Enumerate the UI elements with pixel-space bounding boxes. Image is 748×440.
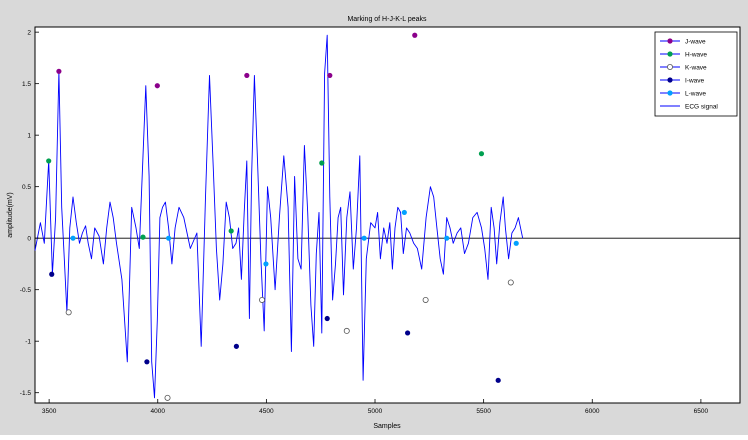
h-wave-marker: [478, 151, 485, 157]
j-wave-marker: [244, 72, 250, 79]
x-tick-label: 5500: [476, 408, 491, 415]
i-wave-marker: [495, 377, 501, 383]
i-wave-marker: [144, 359, 150, 365]
legend-label-ecg-signal: ECG signal: [685, 104, 718, 111]
legend-marker-j-wave: [667, 38, 673, 44]
k-wave-marker: [422, 296, 429, 303]
tick-layer: 3500 4000 4500 5000 5500 6000 6500 -1.5 -1 -0.5 0 0…: [20, 30, 709, 415]
legend-marker-l-wave: [667, 90, 673, 96]
i-wave-marker: [404, 330, 411, 336]
k-wave-marker: [343, 327, 350, 334]
legend-box: [654, 31, 738, 117]
y-tick-label: -1: [25, 339, 31, 346]
l-wave-marker: [444, 235, 450, 241]
y-tick-label: 1: [27, 133, 31, 140]
i-wave-marker: [324, 315, 330, 322]
x-axis-label: Samples: [373, 423, 401, 430]
ecg-signal-line: [34, 34, 524, 399]
j-wave-marker: [56, 68, 62, 74]
x-tick-label: 5000: [368, 408, 383, 415]
j-wave-marker: [412, 32, 418, 38]
y-tick-label: -0.5: [20, 287, 32, 294]
legend-marker-h-wave: [667, 51, 673, 57]
j-wave-marker: [327, 72, 333, 79]
h-wave-marker: [319, 160, 325, 166]
l-wave-marker: [361, 235, 367, 241]
h-wave-marker: [46, 158, 52, 164]
y-tick-label: -1.5: [20, 390, 32, 397]
signal-layer: [34, 34, 740, 399]
plot-area: [34, 26, 741, 404]
y-tick-label: 1.5: [22, 81, 31, 88]
legend-label-k-wave: K-wave: [685, 65, 707, 72]
k-wave-marker: [259, 296, 266, 303]
x-tick-label: 6500: [694, 408, 709, 415]
x-tick-label: 4000: [151, 408, 166, 415]
l-wave-marker: [263, 261, 269, 267]
j-wave-marker: [154, 83, 160, 89]
chart-title: Marking of H-J-K-L peaks: [347, 16, 427, 23]
l-wave-marker: [401, 209, 407, 216]
k-wave-marker: [164, 394, 171, 401]
y-tick-label: 0: [27, 236, 31, 243]
legend-label-l-wave: L-wave: [685, 91, 706, 98]
legend-label-j-wave: J-wave: [685, 39, 706, 46]
legend-label-i-wave: I-wave: [685, 78, 705, 85]
x-tick-label: 6000: [585, 408, 600, 415]
l-wave-marker: [166, 235, 172, 241]
y-axis-label: amplitude(mV): [7, 192, 14, 238]
l-wave-marker: [70, 235, 76, 241]
x-tick-label: 3500: [42, 408, 57, 415]
legend-marker-i-wave: [667, 77, 673, 83]
legend-marker-k-wave: [667, 64, 674, 71]
x-tick-label: 4500: [259, 408, 274, 415]
i-wave-marker: [233, 343, 239, 349]
y-tick-label: 0.5: [22, 184, 31, 191]
h-wave-marker: [228, 228, 234, 234]
k-wave-marker: [65, 309, 72, 316]
legend-label-h-wave: H-wave: [685, 52, 707, 59]
k-wave-marker: [507, 279, 514, 286]
legend[interactable]: J-wave H-wave K-wave I-wave L-wave ECG signal: [654, 31, 738, 117]
l-wave-marker: [513, 240, 519, 246]
y-tick-label: 2: [27, 30, 31, 37]
marker-layer: [46, 32, 519, 401]
i-wave-marker: [49, 271, 55, 277]
h-wave-marker: [140, 234, 146, 240]
